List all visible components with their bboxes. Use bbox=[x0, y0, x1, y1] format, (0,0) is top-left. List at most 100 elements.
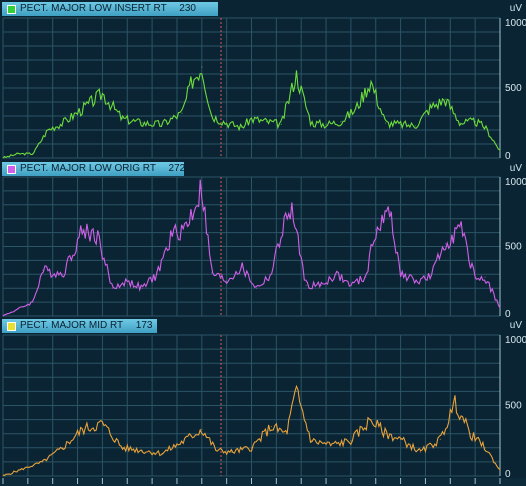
data-point bbox=[474, 121, 476, 123]
data-point bbox=[250, 447, 253, 449]
data-point bbox=[186, 225, 188, 227]
series-swatch-icon bbox=[7, 165, 16, 174]
data-point bbox=[484, 276, 486, 278]
data-point bbox=[290, 206, 292, 209]
data-point bbox=[484, 126, 486, 128]
data-point bbox=[355, 108, 357, 110]
data-point bbox=[201, 187, 203, 189]
panel-value: 173 bbox=[135, 320, 153, 331]
data-point bbox=[191, 80, 193, 82]
data-point bbox=[499, 150, 501, 152]
data-point bbox=[32, 153, 34, 155]
data-point bbox=[375, 229, 377, 231]
panel-title-text: PECT. MAJOR MID RT bbox=[20, 320, 123, 331]
y-tick-label: 0 bbox=[505, 309, 511, 320]
data-point bbox=[161, 452, 163, 455]
data-point bbox=[250, 118, 253, 120]
data-point bbox=[226, 122, 228, 124]
data-point bbox=[365, 276, 367, 278]
unit-label-mid: uV bbox=[509, 320, 522, 331]
data-point bbox=[419, 451, 422, 453]
data-point bbox=[439, 438, 441, 440]
data-point bbox=[62, 273, 64, 275]
data-point bbox=[181, 441, 183, 443]
panel-title-orig: PECT. MAJOR LOW ORIG RT 272 bbox=[2, 162, 185, 176]
data-point bbox=[400, 123, 402, 125]
panel-title-insert: PECT. MAJOR LOW INSERT RT 230 bbox=[2, 2, 218, 16]
data-point bbox=[414, 125, 417, 127]
data-point bbox=[211, 115, 213, 117]
data-point bbox=[101, 423, 103, 425]
data-point bbox=[201, 66, 203, 68]
data-point bbox=[295, 73, 297, 75]
y-tick-label: 1000 bbox=[505, 335, 526, 346]
data-point bbox=[81, 428, 84, 431]
panel-title-text: PECT. MAJOR LOW ORIG RT bbox=[20, 163, 156, 174]
data-point bbox=[126, 280, 128, 282]
data-point bbox=[370, 419, 372, 421]
data-point bbox=[2, 475, 4, 477]
data-point bbox=[459, 226, 461, 228]
data-point bbox=[265, 121, 268, 123]
data-point bbox=[62, 447, 64, 449]
data-point bbox=[17, 308, 19, 310]
data-point bbox=[121, 118, 123, 120]
data-point bbox=[270, 273, 272, 275]
y-tick-label: 0 bbox=[505, 151, 511, 162]
data-point bbox=[141, 450, 143, 452]
data-point bbox=[469, 433, 471, 435]
series-line bbox=[2, 384, 501, 476]
data-point bbox=[325, 123, 327, 125]
data-point bbox=[340, 121, 342, 123]
data-point bbox=[370, 80, 372, 82]
data-point bbox=[81, 229, 84, 231]
data-point bbox=[459, 122, 461, 124]
data-point bbox=[444, 98, 446, 100]
series-swatch-icon bbox=[7, 5, 16, 14]
data-point bbox=[62, 122, 64, 124]
data-point bbox=[484, 447, 486, 449]
y-tick-label: 500 bbox=[505, 401, 522, 412]
data-point bbox=[240, 266, 243, 268]
data-point bbox=[310, 122, 312, 124]
panel-title-text: PECT. MAJOR LOW INSERT RT bbox=[20, 3, 167, 14]
data-point bbox=[305, 284, 307, 287]
data-point bbox=[201, 428, 203, 431]
data-point bbox=[42, 461, 44, 463]
data-point bbox=[390, 211, 392, 213]
data-point bbox=[211, 272, 213, 274]
data-point bbox=[121, 447, 123, 449]
data-point bbox=[474, 277, 476, 280]
series-line bbox=[2, 179, 501, 317]
data-point bbox=[17, 153, 19, 155]
unit-label-orig: uV bbox=[509, 163, 522, 174]
data-point bbox=[2, 157, 4, 159]
data-point bbox=[335, 273, 337, 275]
data-point bbox=[385, 122, 387, 124]
data-point bbox=[96, 234, 99, 236]
data-point bbox=[161, 123, 163, 125]
y-tick-label: 500 bbox=[505, 242, 522, 253]
data-point bbox=[400, 438, 402, 440]
data-point bbox=[429, 107, 432, 109]
data-point bbox=[350, 284, 352, 287]
data-point bbox=[171, 234, 173, 236]
data-point bbox=[454, 402, 456, 404]
y-tick-label: 0 bbox=[505, 469, 511, 480]
data-point bbox=[240, 126, 243, 128]
y-tick-label: 1000 bbox=[505, 18, 526, 29]
data-point bbox=[414, 280, 417, 282]
data-point bbox=[181, 112, 183, 114]
series-swatch-icon bbox=[7, 322, 16, 331]
data-point bbox=[255, 287, 258, 289]
unit-label-insert: uV bbox=[509, 3, 522, 14]
y-tick-label: 500 bbox=[505, 83, 522, 94]
series-line bbox=[2, 70, 501, 159]
data-point bbox=[270, 426, 272, 428]
data-point bbox=[385, 433, 387, 435]
data-point bbox=[81, 108, 84, 110]
data-point bbox=[141, 287, 143, 289]
panel-title-mid: PECT. MAJOR MID RT 173 bbox=[2, 319, 157, 333]
